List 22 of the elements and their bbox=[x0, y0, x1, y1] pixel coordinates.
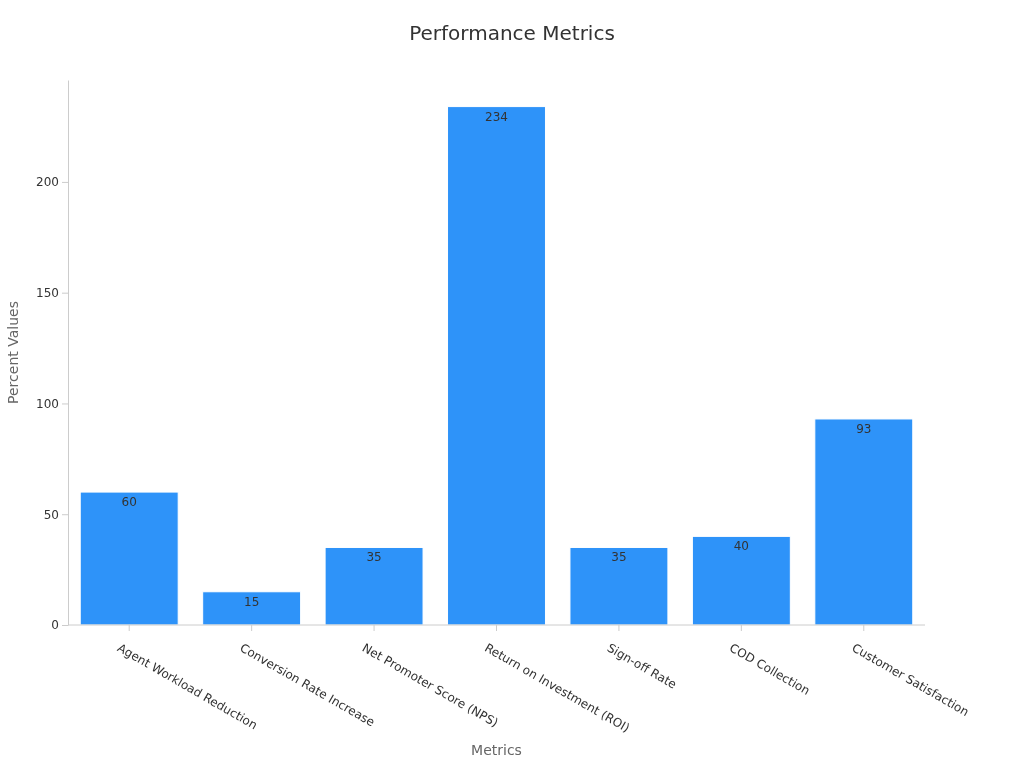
bar bbox=[324, 546, 424, 626]
data-label: 15 bbox=[244, 594, 260, 609]
bar bbox=[691, 535, 791, 626]
y-tick-label: 100 bbox=[36, 396, 59, 411]
data-label: 60 bbox=[121, 495, 137, 510]
chart-title: Performance Metrics bbox=[409, 21, 615, 45]
y-tick-label: 0 bbox=[51, 618, 59, 633]
y-axis-title: Percent Values bbox=[5, 301, 21, 404]
bar bbox=[814, 418, 914, 626]
bar bbox=[569, 546, 669, 626]
data-label: 234 bbox=[485, 109, 508, 124]
data-label: 40 bbox=[733, 539, 749, 554]
bar bbox=[447, 106, 546, 626]
data-label: 35 bbox=[611, 550, 627, 565]
data-label: 93 bbox=[856, 421, 872, 436]
data-label: 35 bbox=[366, 550, 382, 565]
x-axis-title: Metrics bbox=[471, 742, 522, 758]
y-tick-label: 50 bbox=[43, 507, 59, 522]
bar bbox=[202, 591, 302, 626]
bar bbox=[79, 491, 179, 626]
y-tick-label: 200 bbox=[36, 175, 59, 190]
y-tick-label: 150 bbox=[36, 286, 59, 301]
